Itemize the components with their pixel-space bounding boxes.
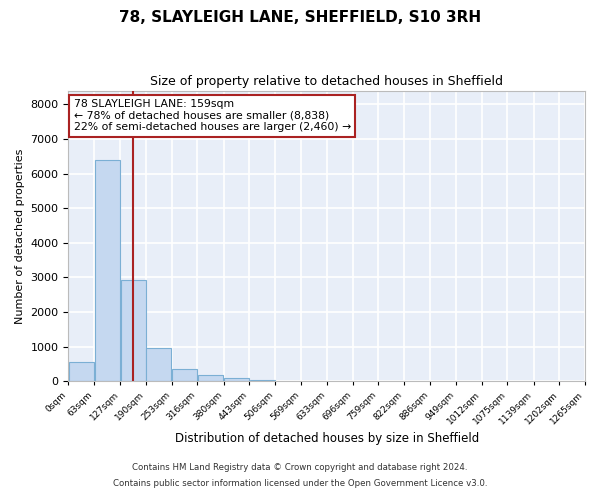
Text: Contains public sector information licensed under the Open Government Licence v3: Contains public sector information licen… <box>113 478 487 488</box>
Bar <box>95 160 120 382</box>
Bar <box>250 380 275 382</box>
X-axis label: Distribution of detached houses by size in Sheffield: Distribution of detached houses by size … <box>175 432 479 445</box>
Y-axis label: Number of detached properties: Number of detached properties <box>15 148 25 324</box>
Bar <box>69 362 94 382</box>
Bar <box>172 369 197 382</box>
Bar <box>121 280 146 382</box>
Bar <box>198 376 223 382</box>
Text: 78, SLAYLEIGH LANE, SHEFFIELD, S10 3RH: 78, SLAYLEIGH LANE, SHEFFIELD, S10 3RH <box>119 10 481 25</box>
Bar <box>224 378 249 382</box>
Text: Contains HM Land Registry data © Crown copyright and database right 2024.: Contains HM Land Registry data © Crown c… <box>132 464 468 472</box>
Text: 78 SLAYLEIGH LANE: 159sqm
← 78% of detached houses are smaller (8,838)
22% of se: 78 SLAYLEIGH LANE: 159sqm ← 78% of detac… <box>74 100 351 132</box>
Bar <box>146 348 172 382</box>
Title: Size of property relative to detached houses in Sheffield: Size of property relative to detached ho… <box>150 75 503 88</box>
